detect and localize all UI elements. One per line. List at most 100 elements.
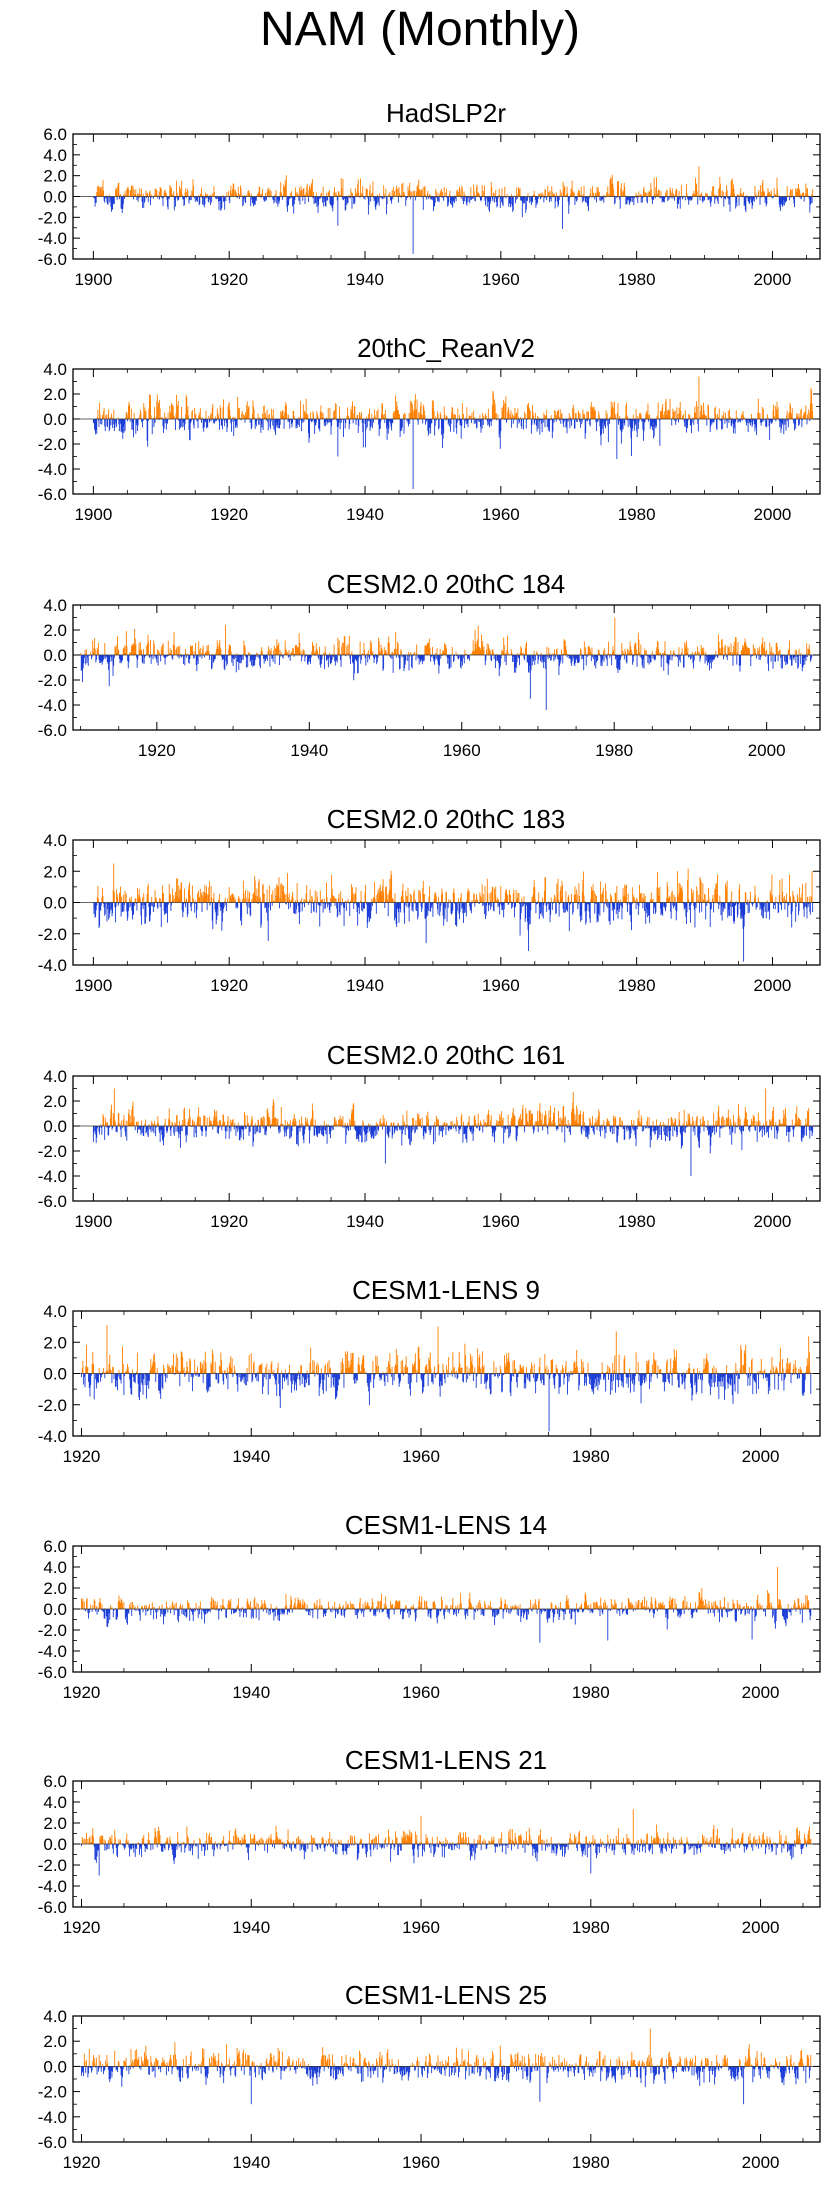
bar [313, 191, 314, 197]
bar [311, 419, 313, 422]
bar [180, 188, 181, 197]
bar [341, 642, 343, 655]
bar [344, 901, 346, 903]
bar [133, 901, 135, 903]
bar [306, 901, 308, 903]
bar [430, 419, 432, 424]
bar [524, 648, 526, 655]
bar [336, 196, 338, 201]
bar [212, 655, 214, 663]
bar [554, 894, 556, 903]
bar [482, 650, 484, 655]
bar [93, 419, 95, 424]
bar [664, 416, 666, 419]
bar [378, 637, 379, 655]
bar [104, 655, 106, 659]
bar [228, 644, 230, 655]
bar [745, 642, 747, 655]
bar [234, 195, 236, 197]
bar [132, 902, 134, 916]
bar [442, 191, 443, 197]
bar [322, 417, 324, 419]
bar [328, 902, 330, 905]
bar [753, 898, 755, 903]
bar [380, 644, 382, 655]
bar [576, 196, 578, 202]
bar [473, 184, 475, 197]
bar [648, 190, 650, 197]
bar [467, 655, 468, 660]
bar [698, 652, 700, 655]
bar [199, 889, 201, 903]
bar [476, 419, 477, 429]
bar [787, 649, 789, 655]
bar [130, 902, 132, 907]
bar [403, 192, 405, 197]
bar [153, 419, 155, 427]
bar [769, 642, 771, 655]
bar [482, 190, 484, 197]
bar [566, 902, 568, 910]
bar [206, 419, 208, 427]
bar [332, 411, 334, 419]
bar [683, 419, 685, 422]
bar [150, 194, 152, 197]
bar [326, 417, 327, 419]
bar [260, 651, 262, 655]
bar [591, 891, 593, 903]
bar [586, 196, 588, 203]
bar [684, 196, 686, 201]
bar [368, 902, 370, 918]
bar [479, 196, 481, 198]
bar [392, 413, 394, 419]
bar [107, 414, 109, 419]
x-tick-label: 2000 [754, 270, 792, 289]
bar [490, 891, 492, 903]
bar [662, 414, 664, 419]
bar [675, 419, 677, 425]
bar [159, 898, 161, 903]
bar [472, 640, 474, 655]
bar [264, 196, 266, 201]
bar [629, 419, 631, 428]
bar [346, 645, 348, 655]
bar [314, 196, 316, 204]
bar [543, 655, 545, 663]
bar [610, 401, 612, 419]
bar [336, 655, 338, 661]
bar [292, 647, 294, 655]
bar [701, 649, 703, 655]
bar [515, 655, 517, 668]
bar [341, 188, 343, 197]
bar [255, 419, 257, 425]
bar [377, 408, 379, 419]
bar [283, 419, 285, 429]
bar [526, 902, 528, 922]
bar [495, 413, 497, 419]
bar [361, 419, 363, 423]
bar [701, 415, 703, 419]
bar [315, 419, 317, 423]
bar [647, 192, 649, 197]
bar [324, 419, 326, 427]
bar [494, 888, 496, 903]
bar [129, 419, 131, 422]
bar [700, 404, 702, 419]
bar [178, 655, 180, 659]
bar [341, 898, 343, 903]
bar [494, 894, 496, 903]
bar [202, 645, 204, 655]
bar [430, 419, 432, 434]
bar [261, 650, 263, 655]
bar [579, 190, 580, 197]
bar [760, 196, 762, 198]
bar [652, 419, 653, 431]
bar [204, 884, 206, 903]
bar [135, 644, 137, 655]
bar [642, 902, 644, 909]
bar [536, 419, 538, 432]
bar [383, 414, 385, 419]
bar [423, 893, 425, 903]
bar [353, 655, 355, 674]
bar [407, 186, 409, 197]
